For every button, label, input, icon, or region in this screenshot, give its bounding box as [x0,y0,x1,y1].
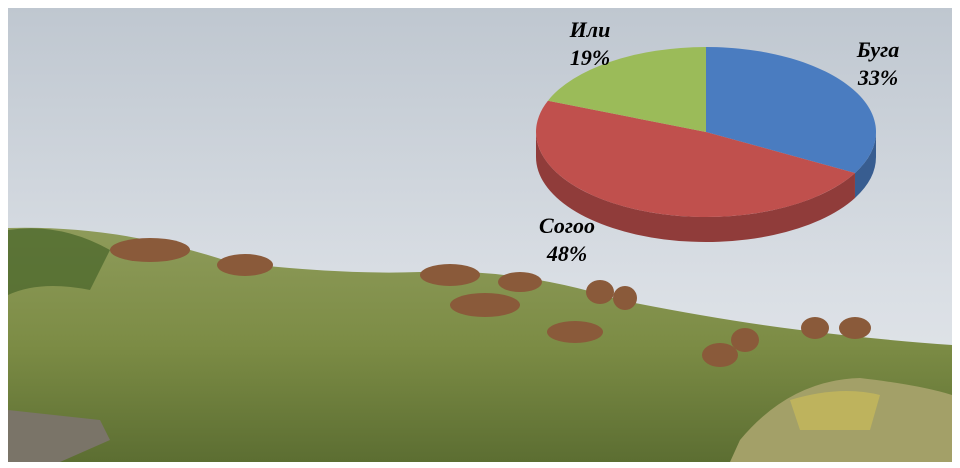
slice-value: 48% [546,241,587,266]
screen: Буга 33% Согоо 48% Или 19% [0,0,960,468]
slice-name: Буга [856,37,900,62]
slice-value: 19% [570,45,610,70]
slice-value: 33% [857,65,898,90]
slice-name: Согоо [539,213,595,238]
slice-name: Или [569,17,611,42]
